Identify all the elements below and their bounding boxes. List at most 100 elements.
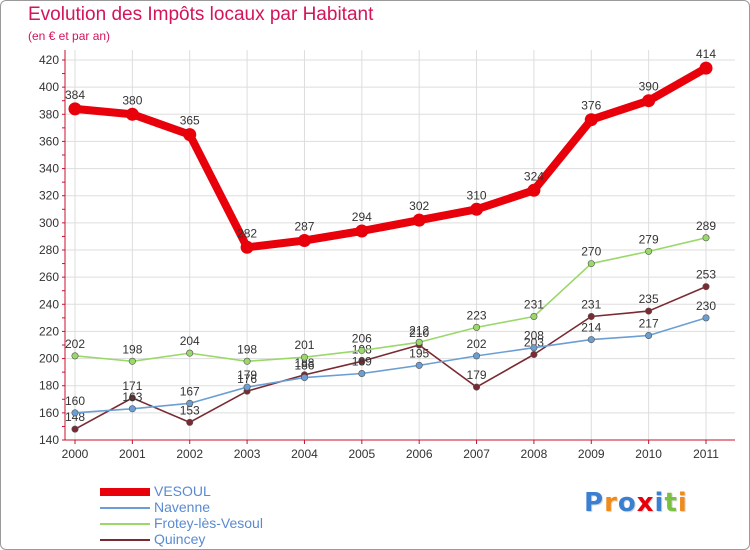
- data-point: [186, 399, 194, 407]
- data-point: [125, 107, 139, 121]
- data-point: [470, 202, 484, 216]
- legend-swatch-navenne: [100, 507, 150, 509]
- data-label: 201: [294, 338, 314, 352]
- y-tick-label: 420: [39, 53, 59, 67]
- data-label: 302: [409, 199, 429, 213]
- data-point: [645, 307, 653, 315]
- data-point: [358, 346, 366, 354]
- data-point: [642, 94, 656, 108]
- data-label: 202: [467, 337, 487, 351]
- data-point: [71, 409, 79, 417]
- data-point: [358, 357, 366, 365]
- data-label: 414: [696, 47, 716, 61]
- y-tick-label: 300: [39, 216, 59, 230]
- data-label: 214: [581, 321, 601, 335]
- x-tick-label: 2010: [635, 447, 662, 461]
- data-point: [412, 213, 426, 227]
- data-point: [300, 374, 308, 382]
- data-point: [473, 323, 481, 331]
- y-tick-label: 240: [39, 297, 59, 311]
- data-point: [68, 102, 82, 116]
- x-tick-label: 2006: [406, 447, 433, 461]
- data-label: 188: [294, 356, 314, 370]
- legend-item-frotey: Frotey-lès-Vesoul: [100, 515, 340, 532]
- data-point: [587, 312, 595, 320]
- data-label: 186: [294, 359, 314, 373]
- data-label: 167: [180, 384, 200, 398]
- series-line-quincey: [74, 285, 707, 430]
- legend-label-navenne: Navenne: [154, 499, 211, 515]
- data-point: [183, 128, 197, 142]
- data-point: [358, 369, 366, 377]
- data-label: 153: [180, 403, 200, 417]
- data-label: 171: [122, 379, 142, 393]
- data-point: [530, 312, 538, 320]
- y-tick-label: 320: [39, 189, 59, 203]
- x-tick-label: 2000: [62, 447, 89, 461]
- data-label: 230: [696, 299, 716, 313]
- data-point: [527, 183, 541, 197]
- data-point: [71, 352, 79, 360]
- data-label: 287: [294, 220, 314, 234]
- data-label: 189: [352, 355, 372, 369]
- data-label: 179: [237, 368, 257, 382]
- x-tick-label: 2005: [348, 447, 375, 461]
- data-label: 310: [467, 188, 487, 202]
- y-tick-label: 200: [39, 352, 59, 366]
- series-line-frotey-l-s-vesoul: [74, 237, 707, 363]
- y-tick-label: 160: [39, 406, 59, 420]
- series-line-vesoul: [74, 64, 708, 252]
- data-label: 384: [65, 88, 85, 102]
- data-label: 390: [639, 80, 659, 94]
- data-label: 208: [524, 329, 544, 343]
- y-tick-label: 220: [39, 324, 59, 338]
- y-tick-label: 180: [39, 379, 59, 393]
- data-label: 253: [696, 268, 716, 282]
- data-label: 270: [581, 245, 601, 259]
- logo-letter: i: [677, 488, 688, 518]
- data-point: [243, 357, 251, 365]
- x-tick-label: 2007: [463, 447, 490, 461]
- y-tick-label: 400: [39, 80, 59, 94]
- data-label: 212: [409, 323, 429, 337]
- data-label: 365: [180, 114, 200, 128]
- data-point: [702, 234, 710, 242]
- x-tick-label: 2009: [578, 447, 605, 461]
- data-point: [128, 405, 136, 413]
- data-label: 179: [467, 368, 487, 382]
- x-tick-label: 2002: [176, 447, 203, 461]
- data-point: [473, 383, 481, 391]
- data-label: 198: [237, 342, 257, 356]
- x-tick-label: 2001: [119, 447, 146, 461]
- data-point: [587, 260, 595, 268]
- data-point: [702, 314, 710, 322]
- logo-letter: o: [617, 488, 637, 518]
- data-label: 294: [352, 210, 372, 224]
- data-label: 210: [409, 326, 429, 340]
- data-label: 204: [180, 334, 200, 348]
- logo-letter: t: [664, 488, 678, 518]
- y-tick-label: 340: [39, 162, 59, 176]
- data-point: [240, 240, 254, 254]
- data-point: [530, 344, 538, 352]
- legend-label-vesoul: VESOUL: [154, 483, 211, 499]
- logo-letter: i: [654, 488, 665, 518]
- data-point: [128, 357, 136, 365]
- chart-subtitle: (en € et par an): [28, 29, 111, 43]
- data-label: 279: [639, 232, 659, 246]
- data-label: 231: [524, 298, 544, 312]
- data-point: [473, 352, 481, 360]
- data-label: 206: [352, 331, 372, 345]
- legend-swatch-vesoul: [100, 488, 150, 496]
- y-tick-label: 360: [39, 134, 59, 148]
- data-point: [584, 113, 598, 127]
- data-label: 176: [237, 372, 257, 386]
- logo-letter: x: [636, 488, 655, 518]
- legend: VESOUL Navenne Frotey-lès-Vesoul Quincey: [100, 483, 340, 548]
- data-label: 160: [65, 394, 85, 408]
- data-point: [645, 331, 653, 339]
- legend-swatch-quincey: [100, 539, 150, 541]
- data-label: 202: [65, 337, 85, 351]
- data-point: [243, 383, 251, 391]
- data-label: 289: [696, 219, 716, 233]
